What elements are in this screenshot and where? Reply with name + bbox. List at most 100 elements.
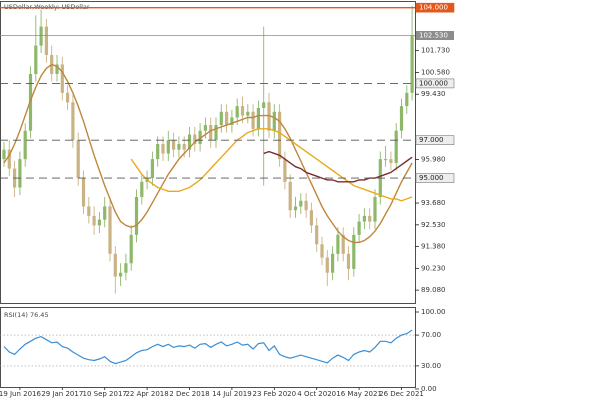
candle-body	[193, 134, 197, 144]
moving-average	[263, 150, 413, 183]
candle-body	[373, 196, 377, 222]
candle-body	[113, 253, 117, 277]
candle-body	[76, 140, 80, 179]
candle-body	[124, 263, 128, 273]
level-box	[415, 135, 455, 145]
candle-body	[23, 130, 27, 160]
candle-body	[410, 35, 414, 93]
moving-average	[130, 128, 413, 202]
candle-body	[320, 244, 324, 258]
candle-body	[352, 234, 356, 269]
candle-body	[283, 159, 287, 182]
candle-body	[267, 102, 271, 131]
price-panel	[0, 1, 416, 304]
candle-body	[66, 92, 70, 103]
candle-body	[7, 149, 11, 169]
candle-body	[362, 215, 366, 222]
candle-body	[325, 257, 329, 273]
x-tick-label: 19 Jun 2016	[0, 390, 42, 398]
candle-body	[399, 106, 404, 131]
candle-body	[203, 125, 207, 131]
candle-body	[240, 106, 245, 116]
candle-body	[172, 140, 176, 150]
candle-body	[288, 181, 292, 211]
candle-body	[2, 149, 6, 160]
candle-body	[346, 253, 351, 269]
candle-body	[134, 196, 139, 235]
candle-body	[209, 125, 213, 141]
candle-body	[119, 272, 123, 277]
candle-body	[97, 219, 101, 226]
y-tick-label: 101.730	[421, 47, 450, 55]
candle-body	[230, 117, 234, 126]
rsi-title: RSI(14) 76.45	[4, 311, 49, 319]
y-tick-label: 92.530	[421, 221, 446, 229]
candle-body	[44, 26, 48, 56]
candle-body	[198, 130, 202, 144]
x-tick-label: 16 May 2021	[336, 390, 382, 398]
x-tick-label: 4 Oct 2020	[297, 390, 336, 398]
x-tick-label: 29 Jan 2017	[41, 390, 83, 398]
moving-average	[3, 63, 413, 244]
level-label: 95.000	[419, 174, 444, 182]
candle-body	[293, 206, 298, 211]
level-label: 104.000	[419, 4, 448, 12]
x-tick-label: 23 Feb 2020	[253, 390, 297, 398]
candle-body	[304, 200, 308, 211]
candle-body	[156, 143, 160, 160]
candle-body	[108, 206, 112, 254]
candle-body	[315, 225, 319, 245]
candle-body	[39, 26, 43, 46]
candle-body	[272, 111, 276, 131]
y-tick-label: 70.00	[421, 331, 441, 339]
level-box	[415, 78, 455, 89]
y-tick-label: 93.680	[421, 199, 446, 207]
level-label: 97.000	[419, 136, 444, 144]
candle-body	[246, 111, 250, 116]
chart-title: USDollar,Weekly: USDollar	[4, 3, 90, 11]
candle-body	[341, 234, 345, 254]
y-tick-label: 91.380	[421, 243, 446, 251]
candle-body	[92, 215, 96, 226]
candle-body	[18, 159, 22, 188]
candle-body	[103, 206, 107, 220]
candle-body	[299, 200, 303, 207]
candle-body	[389, 159, 393, 163]
price-box	[416, 31, 454, 41]
candle-body	[219, 111, 223, 126]
level-label: 100.000	[419, 79, 448, 87]
price-label: 102.530	[419, 32, 448, 40]
candle-body	[140, 181, 144, 197]
y-tick-label: 99.430	[421, 90, 446, 98]
candle-body	[34, 45, 38, 74]
candle-body	[81, 178, 86, 207]
candle-body	[166, 140, 170, 154]
candle-body	[405, 92, 409, 107]
candle-body	[129, 234, 133, 264]
candle-body	[278, 111, 282, 160]
candle-body	[177, 143, 181, 150]
y-tick-label: 95.980	[421, 156, 446, 164]
candle-body	[336, 234, 340, 254]
candle-body	[256, 108, 260, 129]
candle-body	[87, 206, 91, 216]
candle-body	[235, 106, 239, 118]
rsi-panel	[0, 307, 416, 388]
x-tick-label: 10 Sep 2017	[83, 390, 127, 398]
candle-body	[357, 221, 361, 235]
candle-body	[187, 134, 192, 150]
candle-body	[331, 253, 335, 273]
candle-body	[182, 143, 186, 150]
candle-body	[262, 102, 266, 109]
candle-body	[60, 64, 64, 93]
x-tick-label: 2 Dec 2018	[169, 390, 209, 398]
level-box	[415, 2, 455, 13]
candle-body	[394, 130, 398, 163]
candle-body	[251, 111, 255, 129]
y-tick-label: 100.00	[421, 308, 446, 316]
y-tick-label: 0.00	[421, 385, 437, 393]
x-tick-label: 26 Dec 2021	[379, 390, 424, 398]
y-tick-label: 90.230	[421, 264, 446, 272]
candle-body	[55, 64, 59, 74]
